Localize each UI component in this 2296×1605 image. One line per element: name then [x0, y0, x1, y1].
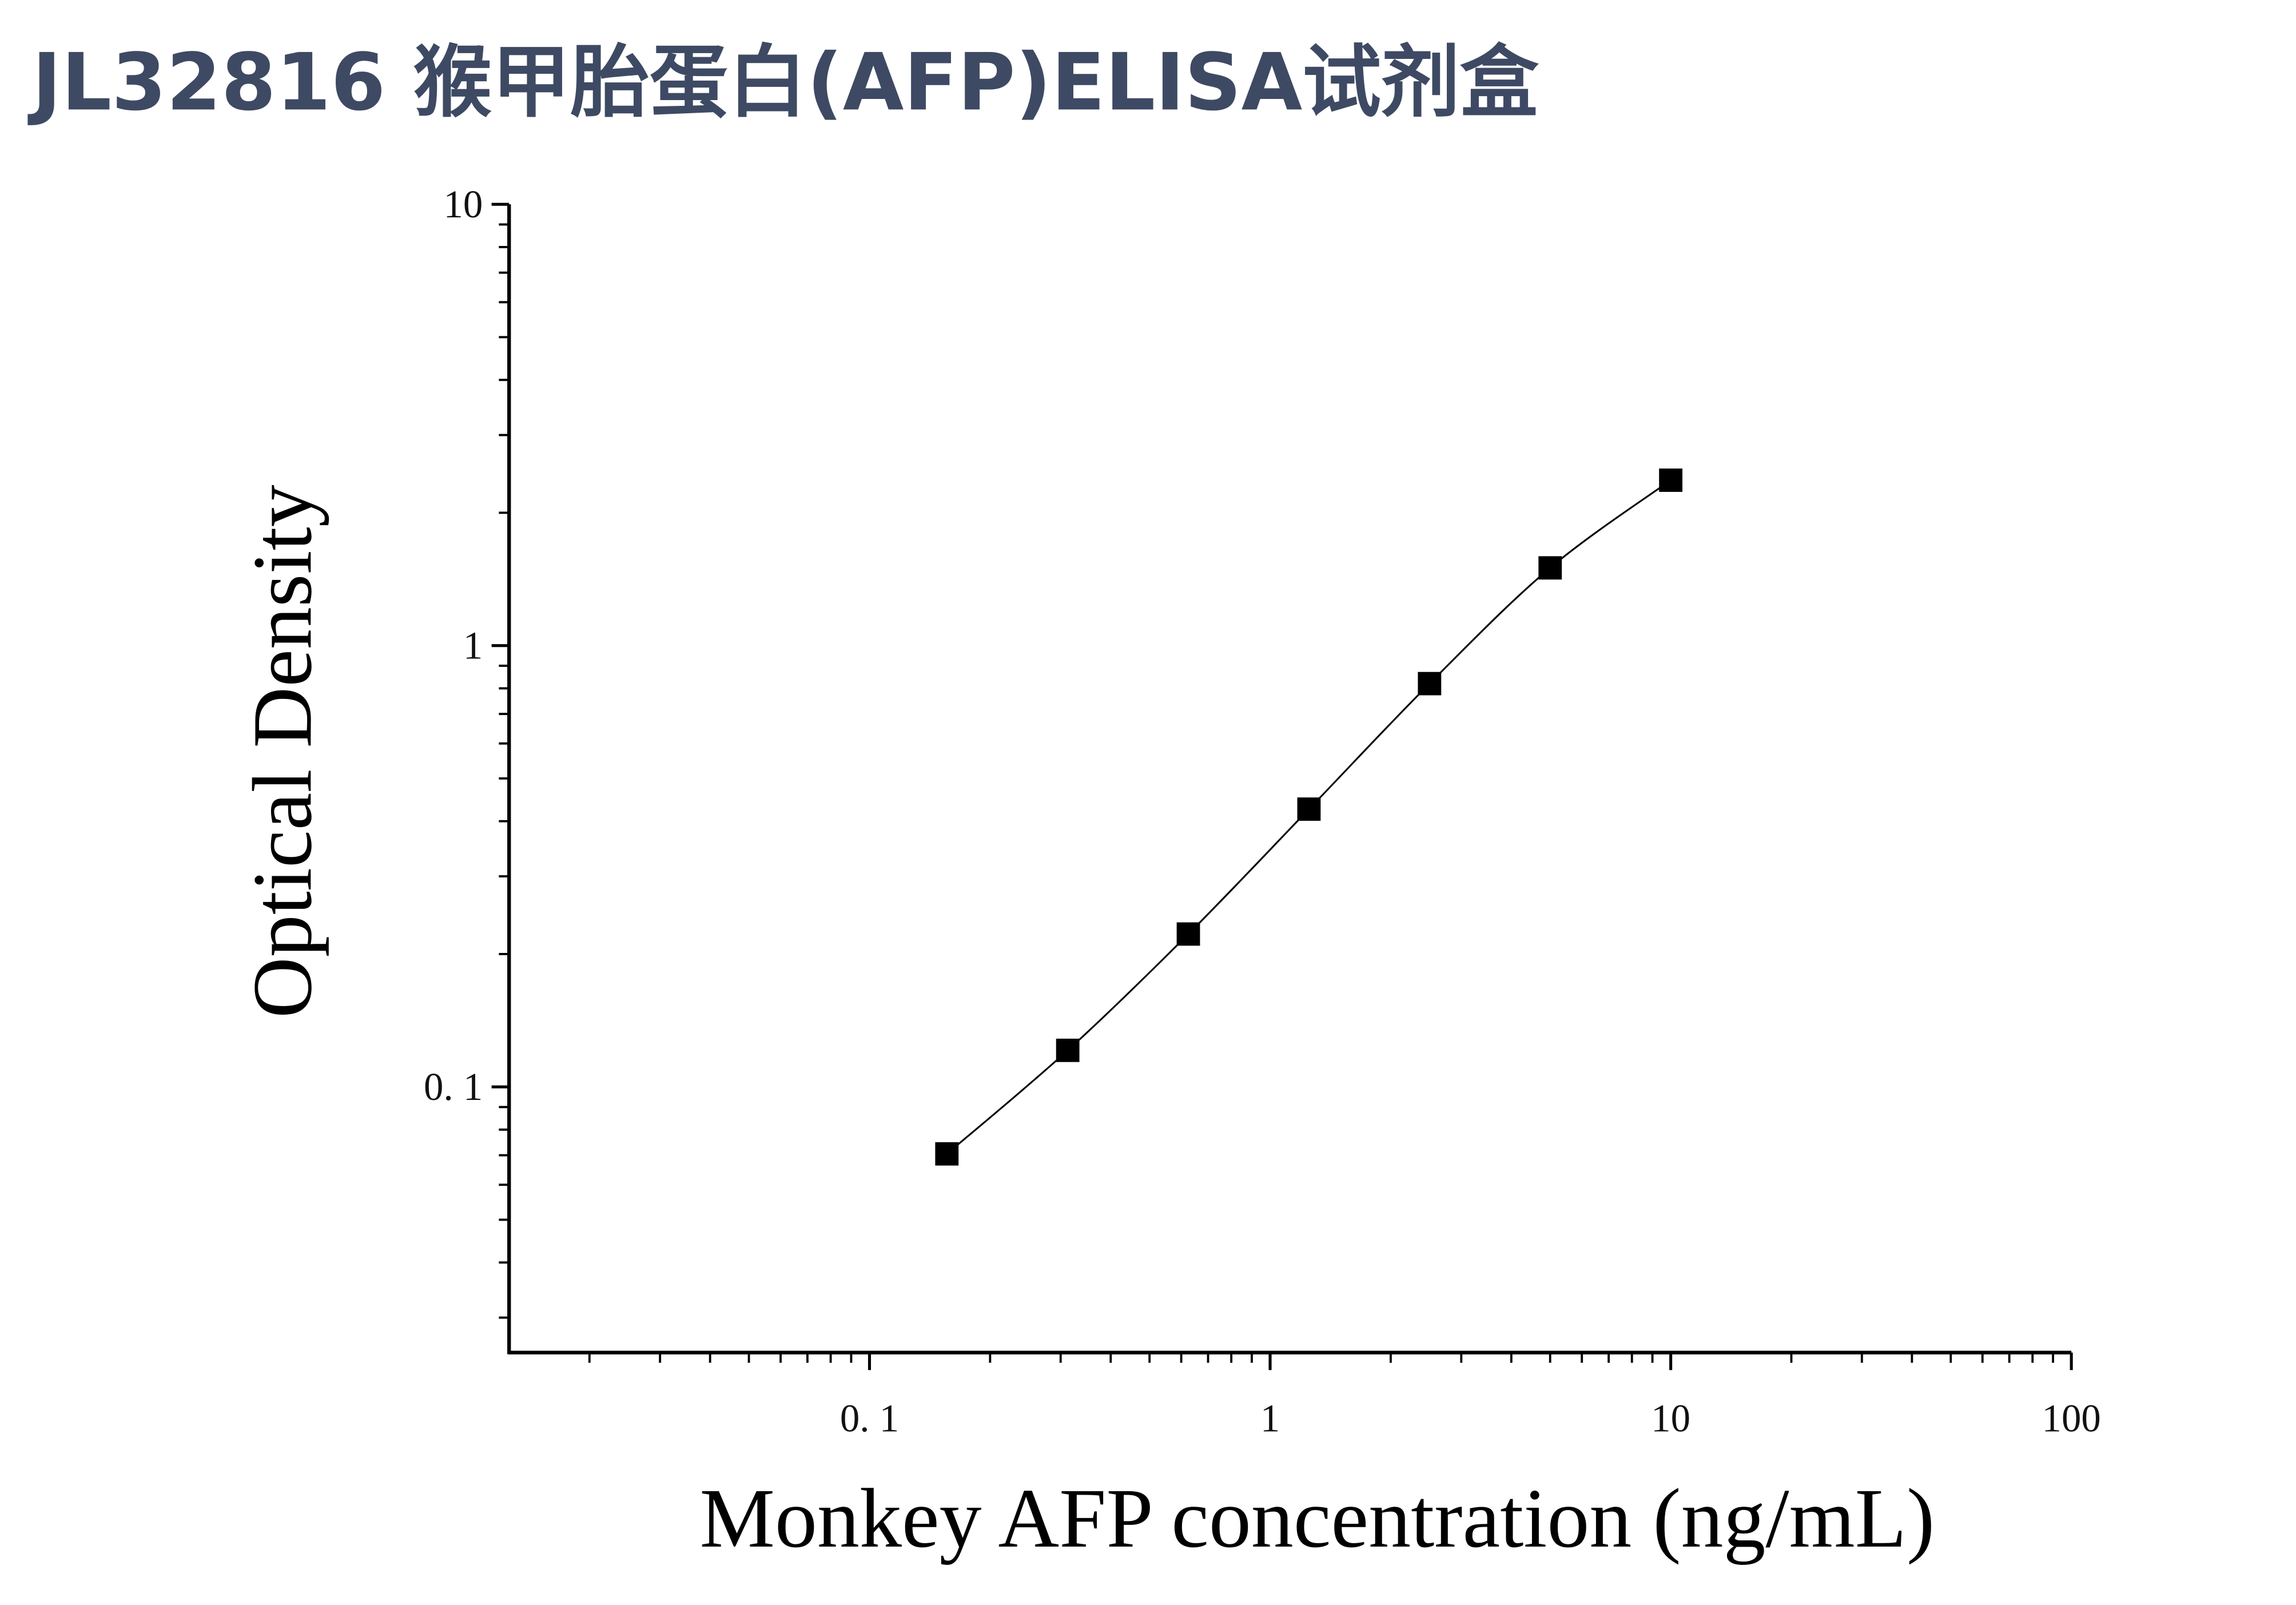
- x-axis-title: Monkey AFP concentration (ng/mL): [699, 1472, 1935, 1566]
- data-point: [1056, 1038, 1080, 1062]
- data-point: [1297, 797, 1321, 821]
- y-tick-label: 0. 1: [424, 1065, 483, 1109]
- x-tick-label: 0. 1: [840, 1396, 899, 1440]
- x-tick-label: 100: [2042, 1396, 2101, 1440]
- y-axis-title: Optical Density: [236, 484, 329, 1018]
- data-point: [1176, 922, 1200, 946]
- x-tick-label: 10: [1651, 1396, 1690, 1440]
- y-tick-label: 1: [463, 624, 483, 668]
- chart-title: JL32816 猴甲胎蛋白(AFP)ELISA试剂盒: [27, 37, 1539, 128]
- data-point: [935, 1142, 959, 1166]
- y-tick-label: 10: [443, 182, 483, 226]
- data-point: [1538, 556, 1562, 580]
- x-tick-label: 1: [1260, 1396, 1280, 1440]
- data-point: [1659, 468, 1683, 492]
- data-point: [1418, 672, 1442, 696]
